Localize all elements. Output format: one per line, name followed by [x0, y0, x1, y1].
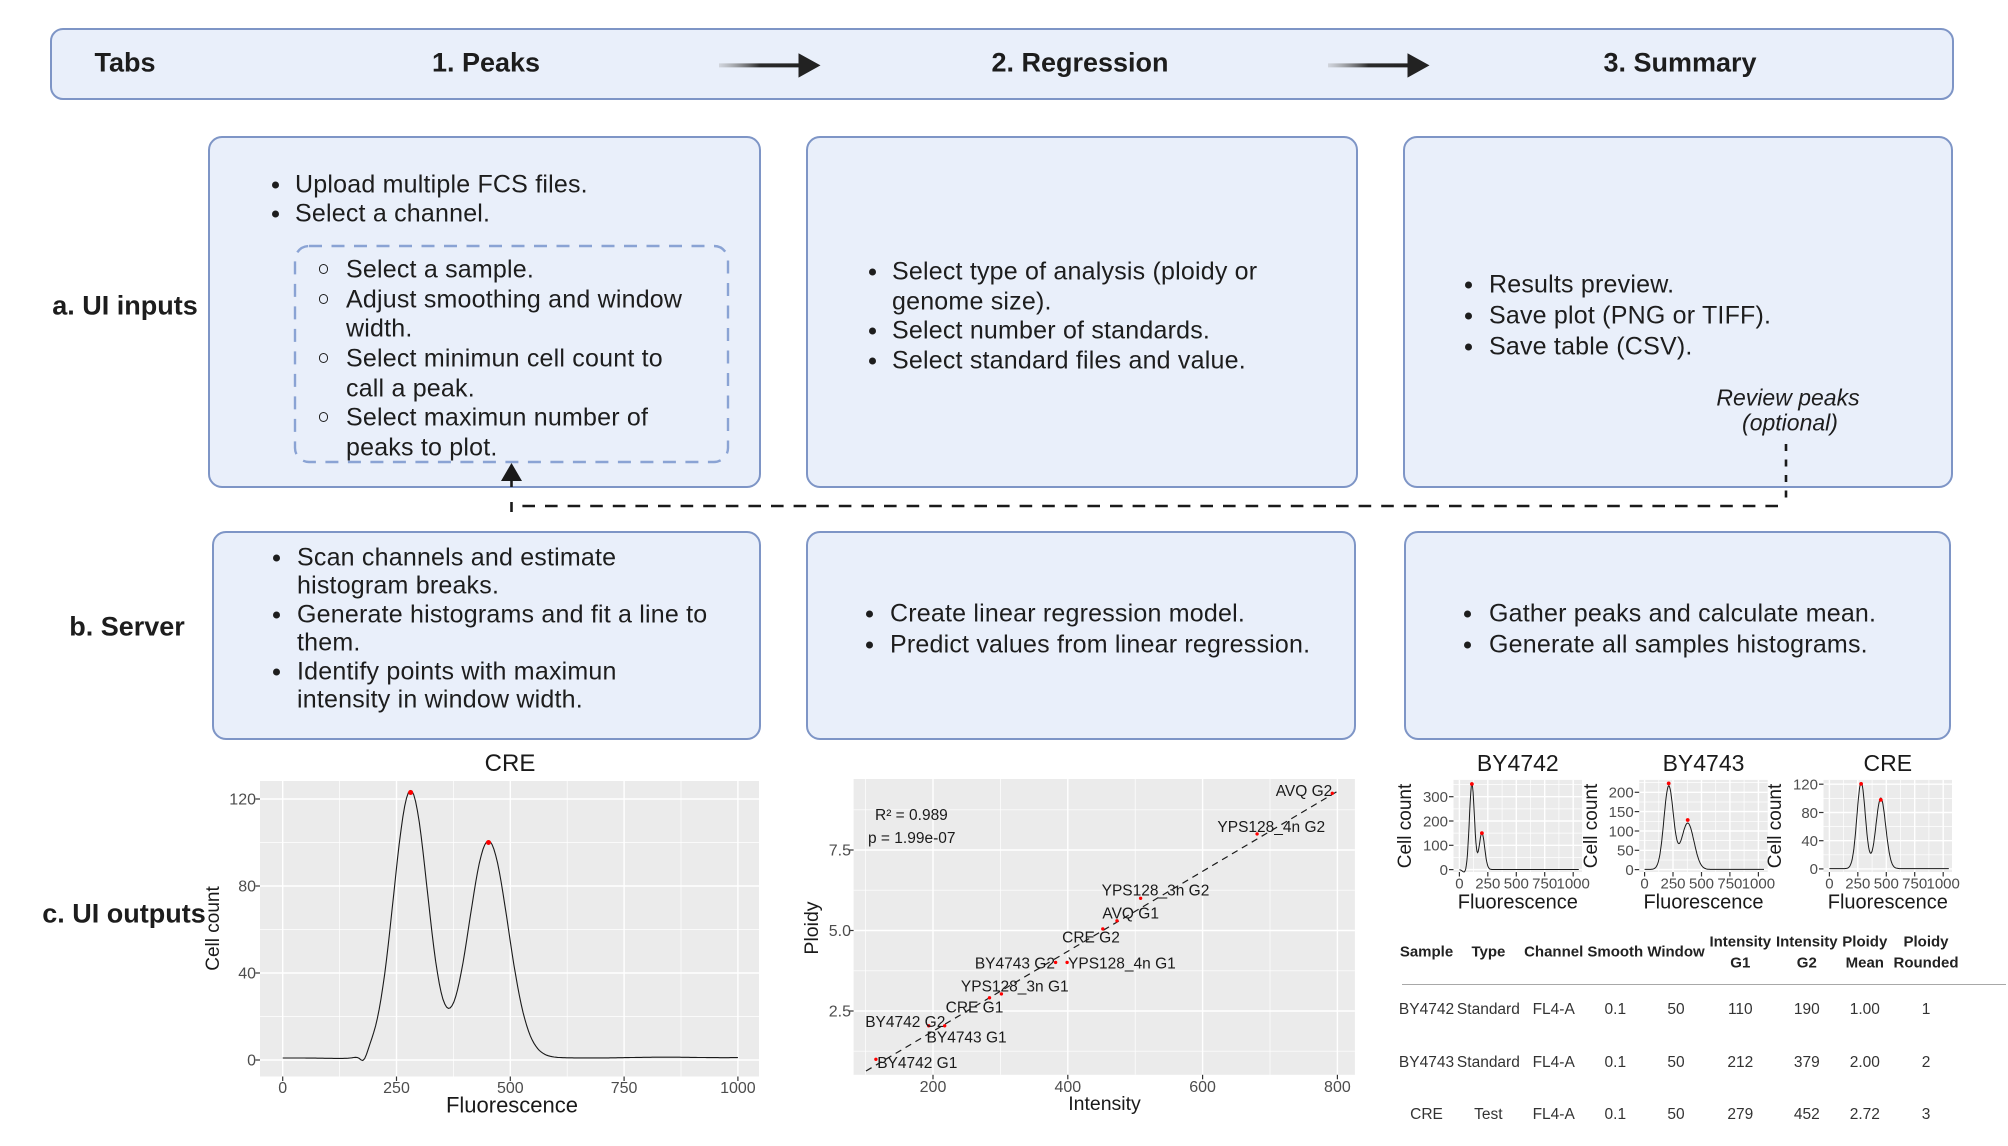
svg-text:BY4743: BY4743	[1663, 750, 1745, 776]
svg-text:600: 600	[1189, 1079, 1216, 1096]
svg-text:CRE G2: CRE G2	[1062, 930, 1120, 947]
svg-text:80: 80	[1801, 805, 1818, 822]
svg-text:120: 120	[1793, 777, 1818, 794]
svg-text:150: 150	[1609, 804, 1634, 821]
svg-text:300: 300	[1423, 789, 1448, 806]
svg-text:250: 250	[1660, 876, 1685, 893]
svg-text:Ploidy: Ploidy	[801, 901, 823, 954]
svg-text:YPS128_4n G1: YPS128_4n G1	[1068, 955, 1176, 972]
svg-text:BY4742 G2: BY4742 G2	[865, 1014, 945, 1031]
svg-text:Intensity: Intensity	[1068, 1093, 1141, 1115]
svg-text:750: 750	[1532, 876, 1557, 893]
svg-text:500: 500	[1689, 876, 1714, 893]
svg-text:YPS128_3n G2: YPS128_3n G2	[1102, 883, 1210, 900]
svg-text:500: 500	[1874, 876, 1899, 893]
svg-text:Cell count: Cell count	[203, 886, 224, 971]
svg-text:120: 120	[229, 792, 256, 809]
svg-text:100: 100	[1423, 838, 1448, 855]
svg-text:BY4743 G1: BY4743 G1	[927, 1030, 1007, 1047]
svg-text:0: 0	[278, 1080, 287, 1097]
svg-text:500: 500	[1504, 876, 1529, 893]
svg-text:R² = 0.989: R² = 0.989	[875, 807, 948, 824]
svg-text:p = 1.99e-07: p = 1.99e-07	[868, 830, 955, 847]
svg-text:0: 0	[1640, 876, 1648, 893]
svg-text:0: 0	[1455, 876, 1463, 893]
svg-text:200: 200	[1609, 785, 1634, 802]
svg-text:0: 0	[247, 1053, 256, 1070]
svg-text:Fluorescence: Fluorescence	[1828, 892, 1948, 914]
svg-text:CRE: CRE	[485, 750, 536, 777]
svg-text:Cell count: Cell count	[1765, 783, 1786, 868]
svg-text:CRE G1: CRE G1	[946, 1000, 1004, 1017]
svg-text:500: 500	[497, 1080, 524, 1097]
svg-text:40: 40	[238, 966, 256, 983]
svg-text:5.0: 5.0	[829, 923, 851, 940]
svg-text:Fluorescence: Fluorescence	[446, 1093, 578, 1118]
svg-text:750: 750	[1717, 876, 1742, 893]
svg-text:1000: 1000	[1742, 876, 1775, 893]
svg-text:YPS128_3n G1: YPS128_3n G1	[961, 979, 1069, 996]
svg-text:AVQ G2: AVQ G2	[1276, 783, 1333, 800]
svg-text:200: 200	[1423, 813, 1448, 830]
svg-text:AVQ G1: AVQ G1	[1102, 906, 1159, 923]
svg-text:Cell count: Cell count	[1581, 783, 1602, 868]
svg-text:800: 800	[1324, 1079, 1351, 1096]
svg-text:750: 750	[1902, 876, 1927, 893]
svg-text:250: 250	[1845, 876, 1870, 893]
svg-text:0: 0	[1440, 862, 1448, 879]
svg-text:BY4743 G2: BY4743 G2	[975, 955, 1055, 972]
svg-text:50: 50	[1617, 843, 1634, 860]
svg-text:Fluorescence: Fluorescence	[1458, 892, 1578, 914]
svg-text:7.5: 7.5	[829, 843, 851, 860]
svg-text:200: 200	[920, 1079, 947, 1096]
svg-text:1000: 1000	[1557, 876, 1590, 893]
svg-text:2.5: 2.5	[829, 1004, 851, 1021]
svg-text:0: 0	[1625, 862, 1633, 879]
svg-text:Cell count: Cell count	[1395, 783, 1416, 868]
svg-text:400: 400	[1054, 1079, 1081, 1096]
svg-text:Fluorescence: Fluorescence	[1643, 892, 1763, 914]
svg-text:0: 0	[1825, 876, 1833, 893]
svg-text:BY4742 G1: BY4742 G1	[877, 1055, 957, 1072]
svg-text:250: 250	[1475, 876, 1500, 893]
svg-text:YPS128_4n G2: YPS128_4n G2	[1217, 819, 1325, 836]
svg-text:80: 80	[238, 879, 256, 896]
svg-text:CRE: CRE	[1864, 750, 1913, 776]
svg-text:1000: 1000	[1927, 876, 1960, 893]
svg-text:250: 250	[383, 1080, 410, 1097]
svg-text:0: 0	[1810, 861, 1818, 878]
svg-text:1000: 1000	[720, 1080, 756, 1097]
svg-text:40: 40	[1801, 833, 1818, 850]
svg-text:100: 100	[1609, 823, 1634, 840]
svg-text:BY4742: BY4742	[1477, 750, 1559, 776]
svg-text:750: 750	[611, 1080, 638, 1097]
